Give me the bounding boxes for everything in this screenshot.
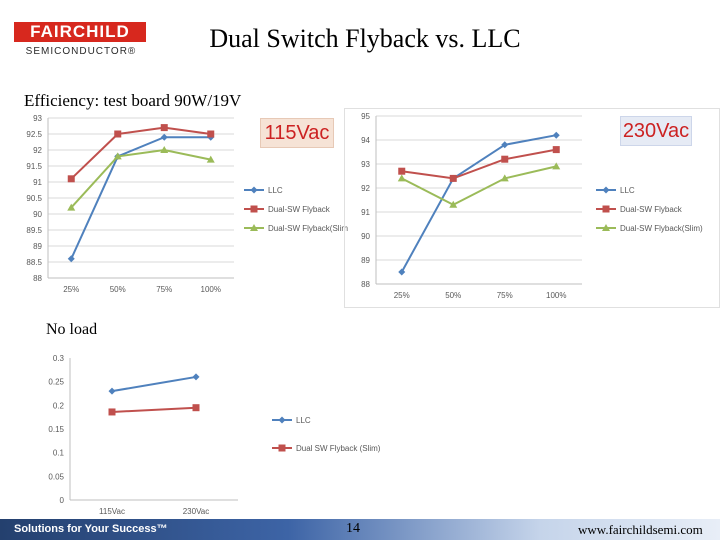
x-tick-label: 75% <box>497 291 513 300</box>
data-point <box>501 155 509 163</box>
data-point <box>552 146 560 154</box>
footer-tagline: Solutions for Your Success™ <box>14 523 168 535</box>
legend-marker <box>602 205 610 213</box>
y-tick-label: 91 <box>33 178 42 187</box>
logo-wordmark: FAIRCHILD <box>14 22 146 42</box>
data-point <box>113 152 122 160</box>
x-tick-label: 75% <box>156 285 172 294</box>
label-230vac: 230Vac <box>620 116 692 146</box>
x-tick-label: 100% <box>201 285 221 294</box>
series-line <box>70 126 211 180</box>
data-point <box>160 146 169 153</box>
y-tick-label: 0 <box>60 496 65 505</box>
y-tick-label: 94 <box>361 136 370 145</box>
y-tick-label: 93 <box>33 114 42 123</box>
data-point <box>114 130 122 138</box>
footer-url: www.fairchildsemi.com <box>578 522 703 537</box>
y-tick-label: 92 <box>33 146 42 155</box>
x-tick-label: 115Vac <box>99 507 125 516</box>
section-heading-no-load: No load <box>46 321 98 338</box>
page-number: 14 <box>346 521 360 536</box>
data-point <box>398 268 406 276</box>
series-line <box>70 148 211 209</box>
legend-marker <box>250 186 258 194</box>
y-tick-label: 91 <box>361 208 370 217</box>
x-tick-label: 25% <box>394 291 410 300</box>
data-point <box>398 167 406 175</box>
data-point <box>552 162 561 170</box>
no-load-chart: 0 0.05 0.1 0.15 0.2 0.25 0.3 115Vac 230Vac LLC Dua… <box>48 354 380 516</box>
data-point <box>67 203 76 211</box>
data-point <box>207 130 215 138</box>
efficiency-chart-115vac: 88 88.5 89 89.5 90 90.5 91 91.5 92 92.5 93 25% 50% 75… <box>26 114 348 294</box>
data-point <box>552 131 560 139</box>
data-point <box>500 174 509 182</box>
data-point <box>67 175 75 183</box>
legend-marker <box>278 416 286 424</box>
y-tick-label: 0.15 <box>48 425 64 434</box>
data-point <box>501 141 509 149</box>
legend-label: Dual-SW Flyback <box>620 205 683 214</box>
series-line <box>401 148 557 180</box>
y-tick-label: 88.5 <box>26 258 42 267</box>
y-tick-label: 0.05 <box>48 472 64 481</box>
x-tick-label: 100% <box>546 291 566 300</box>
x-tick-label: 50% <box>445 291 461 300</box>
y-tick-label: 95 <box>361 112 370 121</box>
data-point <box>206 155 215 163</box>
y-tick-label: 92 <box>361 184 370 193</box>
section-heading-efficiency: Efficiency: test board 90W/19V <box>24 91 242 110</box>
y-tick-label: 93 <box>361 160 370 169</box>
footer-bar <box>0 519 720 540</box>
series-line <box>400 134 557 273</box>
legend-marker <box>602 224 610 231</box>
legend-marker <box>278 444 286 452</box>
series-line <box>401 165 557 206</box>
legend-label: Dual-SW Flyback(Slim <box>268 224 348 233</box>
x-tick-label: 50% <box>110 285 126 294</box>
data-point <box>67 255 75 263</box>
y-tick-label: 0.3 <box>53 354 65 363</box>
series-line <box>111 406 197 413</box>
y-tick-label: 90 <box>361 232 370 241</box>
legend-label: Dual SW Flyback (Slim) <box>296 444 380 453</box>
data-point <box>192 373 200 381</box>
y-tick-label: 90 <box>33 210 42 219</box>
data-point <box>449 200 458 208</box>
y-tick-label: 89 <box>361 256 370 265</box>
y-tick-label: 0.2 <box>53 401 65 410</box>
legend-marker <box>602 186 610 194</box>
y-tick-label: 88 <box>33 274 42 283</box>
y-tick-label: 89.5 <box>26 226 42 235</box>
data-point <box>397 174 406 182</box>
data-point <box>160 124 168 132</box>
series-line <box>70 136 211 260</box>
data-point <box>108 387 116 395</box>
legend-label: LLC <box>296 416 311 425</box>
data-point <box>160 133 168 141</box>
label-115vac: 115Vac <box>260 118 334 148</box>
x-tick-label: 230Vac <box>183 507 210 516</box>
y-tick-label: 0.25 <box>48 378 64 387</box>
x-tick-label: 25% <box>63 285 79 294</box>
data-point <box>108 408 116 416</box>
y-tick-label: 91.5 <box>26 162 42 171</box>
data-point <box>192 404 200 412</box>
y-tick-label: 90.5 <box>26 194 42 203</box>
legend-label: Dual-SW Flyback <box>268 205 331 214</box>
y-tick-label: 92.5 <box>26 130 42 139</box>
data-point <box>449 174 457 182</box>
y-tick-label: 0.1 <box>53 449 65 458</box>
y-tick-label: 88 <box>361 280 370 289</box>
legend-marker <box>250 205 258 213</box>
slide-title: Dual Switch Flyback vs. LLC <box>209 24 521 53</box>
fairchild-logo: FAIRCHILD SEMICONDUCTOR® <box>14 22 148 62</box>
y-tick-label: 89 <box>33 242 42 251</box>
logo-subtext: SEMICONDUCTOR® <box>25 46 137 57</box>
series-line <box>111 375 197 393</box>
legend-marker <box>250 224 258 231</box>
legend-label: LLC <box>620 186 635 195</box>
legend-label: Dual-SW Flyback(Slim) <box>620 224 703 233</box>
legend-label: LLC <box>268 186 283 195</box>
